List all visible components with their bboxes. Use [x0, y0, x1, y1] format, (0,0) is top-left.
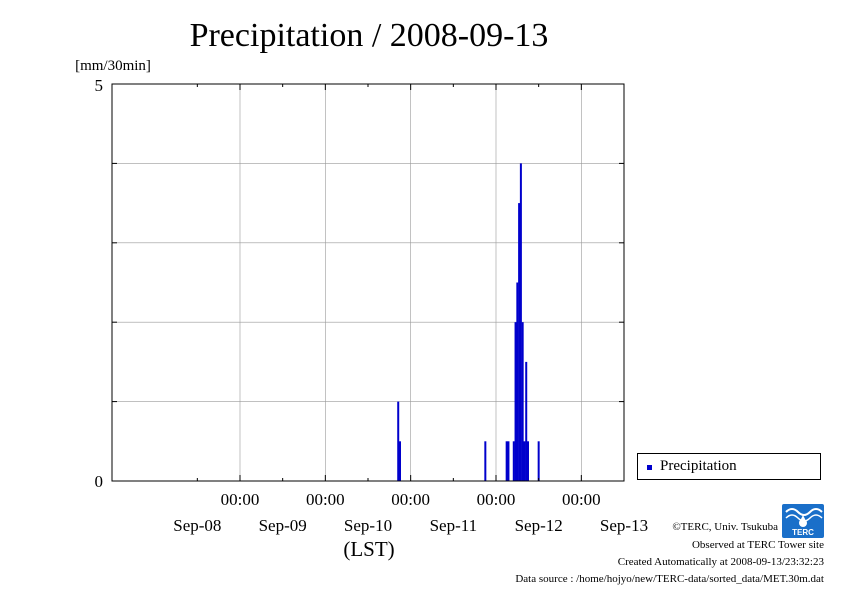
- legend-swatch: [647, 465, 652, 470]
- x-tick-label-hour: 00:00: [562, 490, 601, 509]
- terc-logo: TERC: [782, 504, 824, 538]
- y-axis-unit-label: [mm/30min]: [75, 58, 151, 74]
- precipitation-bar: [537, 441, 540, 481]
- grid-lines: [112, 84, 624, 481]
- x-tick-label-date: Sep-11: [430, 516, 478, 535]
- precipitation-bar: [525, 361, 528, 481]
- y-tick-label: 0: [95, 472, 104, 491]
- x-tick-label-date: Sep-13: [600, 516, 648, 535]
- precipitation-bars: [397, 163, 540, 481]
- precipitation-bar: [512, 441, 515, 481]
- plot-frame: [111, 83, 625, 482]
- precipitation-bar: [484, 441, 487, 481]
- x-tick-label-hour: 00:00: [477, 490, 516, 509]
- logo-text: TERC: [792, 528, 814, 537]
- precipitation-bar: [523, 441, 526, 481]
- precipitation-bar: [507, 441, 510, 481]
- chart-legend: Precipitation: [637, 453, 821, 480]
- x-tick-label-date: Sep-08: [173, 516, 221, 535]
- footer-site: Observed at TERC Tower site: [691, 539, 824, 551]
- chart-title: Precipitation / 2008-09-13: [190, 17, 549, 54]
- axis-ticks: [112, 84, 625, 481]
- legend-label: Precipitation: [660, 458, 737, 474]
- precipitation-bar: [397, 401, 400, 481]
- axis-tick-labels: 05Sep-0800:00Sep-0900:00Sep-1000:00Sep-1…: [95, 76, 649, 535]
- x-axis-label: (LST): [343, 537, 394, 561]
- footer-created: Created Automatically at 2008-09-13/23:3…: [617, 556, 824, 568]
- x-tick-label-date: Sep-12: [515, 516, 563, 535]
- precipitation-bar: [527, 441, 529, 481]
- x-tick-label-hour: 00:00: [391, 490, 430, 509]
- precipitation-bar: [505, 441, 508, 481]
- x-tick-label-hour: 00:00: [306, 490, 345, 509]
- x-tick-label-date: Sep-09: [259, 516, 307, 535]
- y-tick-label: 5: [95, 76, 104, 95]
- precipitation-bar: [519, 163, 522, 481]
- footer-source: Data source : /home/hojyo/new/TERC-data/…: [515, 573, 824, 585]
- x-tick-label-date: Sep-10: [344, 516, 392, 535]
- precipitation-bar: [516, 282, 519, 481]
- precipitation-bar: [514, 322, 517, 481]
- precipitation-bar: [521, 322, 524, 481]
- x-tick-label-hour: 00:00: [221, 490, 260, 509]
- precipitation-bar: [518, 203, 521, 481]
- footer-copyright: ©TERC, Univ. Tsukuba: [672, 521, 778, 533]
- precipitation-bar: [399, 441, 401, 481]
